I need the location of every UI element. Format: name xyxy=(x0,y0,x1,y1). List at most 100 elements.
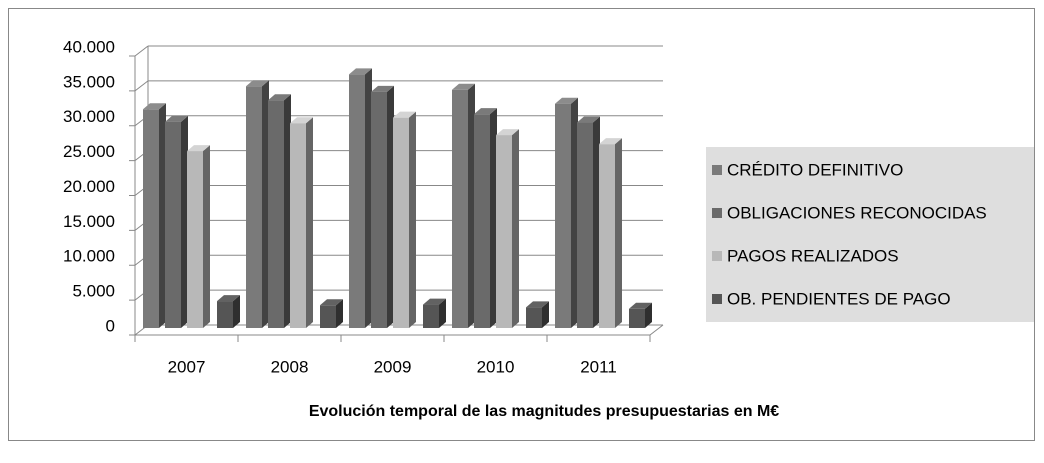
bar-side xyxy=(181,115,188,328)
bar-front xyxy=(393,117,409,328)
bar-front xyxy=(555,103,571,329)
bar-front xyxy=(187,151,203,328)
bar-side xyxy=(203,145,210,328)
bar xyxy=(496,129,519,328)
bar-side xyxy=(409,111,416,328)
bar xyxy=(165,115,188,328)
bar xyxy=(555,97,578,329)
bar xyxy=(268,94,291,328)
bar xyxy=(349,68,372,328)
bar-side xyxy=(571,97,578,329)
floor-right xyxy=(649,324,664,336)
bar-front xyxy=(290,123,306,328)
legend-label: OBLIGACIONES RECONOCIDAS xyxy=(727,203,987,222)
bar-front xyxy=(320,305,336,328)
bar-side xyxy=(284,94,291,328)
legend-label: OB. PENDIENTES DE PAGO xyxy=(727,289,951,308)
grid-line-side xyxy=(134,80,149,92)
bar xyxy=(474,108,497,328)
bar-front xyxy=(423,304,439,328)
bar xyxy=(143,103,166,328)
bar-front xyxy=(496,135,512,328)
bar-top xyxy=(577,116,600,123)
bar-front xyxy=(217,301,233,328)
bar xyxy=(629,302,652,328)
x-tick-label: 2011 xyxy=(580,357,617,376)
legend-swatch xyxy=(712,208,722,218)
bar xyxy=(320,299,343,328)
y-tick-label: 20.000 xyxy=(63,177,115,196)
bar xyxy=(217,295,240,328)
bar-top xyxy=(555,97,578,104)
bar-side xyxy=(365,68,372,328)
legend-label: PAGOS REALIZADOS xyxy=(727,246,899,265)
bar-front xyxy=(268,100,284,328)
bar-top xyxy=(526,301,549,308)
y-tick-label: 10.000 xyxy=(63,247,115,266)
bar-top xyxy=(393,111,416,118)
bar-top xyxy=(474,108,497,115)
bar-side xyxy=(387,85,394,328)
bar-side xyxy=(159,103,166,328)
bar-front xyxy=(599,144,615,328)
y-tick-label: 25.000 xyxy=(63,142,115,161)
bar-side xyxy=(306,117,313,328)
bar-top xyxy=(246,80,269,87)
bar-top xyxy=(629,302,652,309)
bar-side xyxy=(512,129,519,328)
bar xyxy=(577,116,600,328)
bar-side xyxy=(645,302,652,328)
legend-label: CRÉDITO DEFINITIVO xyxy=(727,160,903,179)
legend-swatch xyxy=(712,251,722,261)
bar-top xyxy=(320,299,343,306)
bar-front xyxy=(165,121,181,328)
bar-top xyxy=(268,94,291,101)
y-tick-label: 35.000 xyxy=(63,72,115,91)
bar-front xyxy=(349,74,365,328)
bar-front xyxy=(577,122,593,328)
bar xyxy=(423,298,446,328)
bar-side xyxy=(336,299,343,328)
y-tick-label: 30.000 xyxy=(63,107,115,126)
bar-top xyxy=(217,295,240,302)
y-tick-label: 5.000 xyxy=(72,282,115,301)
bar-side xyxy=(233,295,240,328)
bar-side xyxy=(593,116,600,328)
bar-top xyxy=(165,115,188,122)
legend-swatch xyxy=(712,165,722,175)
legend-swatch xyxy=(712,294,722,304)
y-tick-label: 15.000 xyxy=(63,212,115,231)
x-tick-label: 2009 xyxy=(374,357,412,376)
y-tick-label: 40.000 xyxy=(63,37,115,56)
bar xyxy=(599,138,622,328)
bar-front xyxy=(474,114,490,328)
bar-side xyxy=(615,138,622,328)
bar-top xyxy=(143,103,166,110)
bar-side xyxy=(439,298,446,328)
bar-top xyxy=(452,83,475,90)
bar-top xyxy=(599,138,622,145)
bar-top xyxy=(187,145,210,152)
bar-front xyxy=(246,86,262,329)
bar-top xyxy=(349,68,372,75)
bar xyxy=(526,301,549,328)
bar xyxy=(246,80,269,329)
x-tick-label: 2007 xyxy=(168,357,206,376)
bar-front xyxy=(629,308,645,328)
bar xyxy=(371,85,394,328)
bar xyxy=(452,83,475,328)
bar-side xyxy=(490,108,497,328)
bar xyxy=(187,145,210,328)
bar xyxy=(290,117,313,328)
bar-front xyxy=(371,91,387,328)
grid-line-side xyxy=(134,45,149,57)
bar-top xyxy=(371,85,394,92)
bar-front xyxy=(452,89,468,328)
bar-top xyxy=(423,298,446,305)
bar-front xyxy=(143,109,159,328)
bar-top xyxy=(496,129,519,136)
legend-box xyxy=(706,147,1034,322)
bar-top xyxy=(290,117,313,124)
x-tick-label: 2010 xyxy=(477,357,515,376)
